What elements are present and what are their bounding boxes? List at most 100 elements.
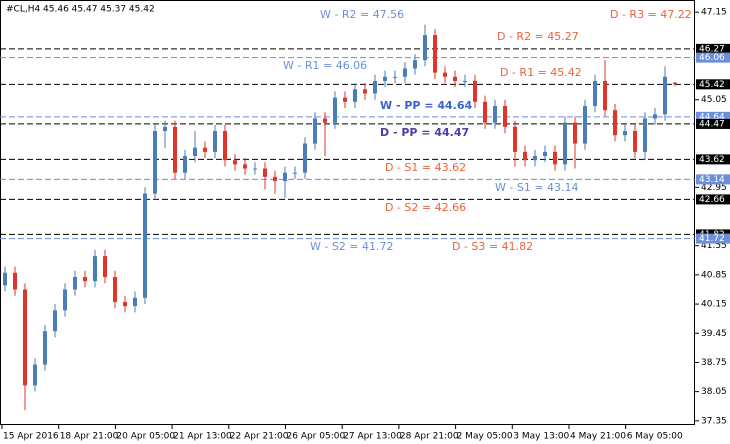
- candle-body: [613, 110, 617, 136]
- level-annotation: D - S3 = 41.82: [452, 240, 533, 253]
- level-tag-label: 43.62: [699, 155, 725, 165]
- candle-body: [43, 331, 47, 365]
- candle-body: [653, 114, 657, 119]
- x-tick-label: 22 Apr 21:00: [230, 432, 289, 442]
- candle-body: [473, 80, 477, 102]
- candle-body: [603, 80, 607, 111]
- candle-body: [93, 256, 97, 282]
- candle-body: [13, 272, 17, 290]
- candle-body: [673, 82, 677, 85]
- level-annotation: W - S1 = 43.14: [495, 181, 579, 194]
- candle-body: [353, 89, 357, 102]
- candle-body: [463, 80, 467, 82]
- y-tick-label: 41.55: [701, 241, 727, 251]
- level-tag-label: 42.66: [699, 195, 725, 205]
- y-tick-label: 38.75: [701, 358, 727, 368]
- candle-body: [373, 80, 377, 94]
- y-tick-label: 39.45: [701, 329, 727, 339]
- x-tick-label: 6 May 05:00: [627, 432, 683, 442]
- y-tick-label: 37.35: [701, 416, 727, 426]
- candle-body: [163, 126, 167, 132]
- candle-body: [663, 76, 667, 115]
- candle-body: [33, 364, 37, 386]
- level-annotation: W - R1 = 46.06: [283, 59, 367, 72]
- candle-body: [533, 156, 537, 161]
- y-tick-label: 45.05: [701, 95, 727, 105]
- candle-body: [453, 76, 457, 81]
- candle-body: [103, 256, 107, 277]
- chart-title: #CL,H4 45.46 45.47 45.37 45.42: [6, 5, 155, 15]
- candle-body: [593, 80, 597, 106]
- candle-body: [23, 289, 27, 386]
- x-tick-label: 28 Apr 21:00: [400, 432, 459, 442]
- y-tick-label: 40.15: [701, 300, 727, 310]
- candle-body: [413, 60, 417, 69]
- candle-body: [203, 147, 207, 152]
- candle-body: [173, 126, 177, 173]
- y-tick-label: 40.85: [701, 270, 727, 280]
- level-tag: [696, 233, 730, 244]
- candle-body: [343, 97, 347, 102]
- level-tag-label: 45.42: [699, 80, 725, 90]
- level-tag-label: 44.64: [699, 112, 725, 122]
- candle-body: [53, 310, 57, 332]
- level-annotation: D - PP = 44.47: [380, 126, 469, 139]
- level-tag: [696, 111, 730, 122]
- candle-body: [283, 172, 287, 182]
- candle-body: [303, 143, 307, 173]
- candle-body: [133, 297, 137, 307]
- level-annotation: D - R1 = 45.42: [500, 66, 582, 79]
- level-annotation: W - R2 = 47.56: [320, 8, 404, 21]
- candle-body: [403, 68, 407, 77]
- x-tick-label: 21 Apr 13:00: [173, 432, 232, 442]
- candle-body: [213, 131, 217, 152]
- candle-body: [553, 151, 557, 165]
- x-tick-label: 4 May 21:00: [570, 432, 626, 442]
- candle-body: [543, 151, 547, 157]
- candle-body: [503, 105, 507, 127]
- level-tag: [696, 174, 730, 185]
- level-tag: [696, 154, 730, 165]
- candle-body: [433, 35, 437, 73]
- candle-body: [223, 131, 227, 161]
- candle-body: [573, 122, 577, 144]
- candle-body: [153, 131, 157, 194]
- candle-body: [563, 122, 567, 165]
- candle-body: [393, 76, 397, 78]
- candle-body: [143, 193, 147, 298]
- candle-body: [263, 168, 267, 177]
- level-annotation: D - R2 = 45.27: [497, 30, 579, 43]
- level-tag-label: 44.47: [699, 119, 725, 129]
- candle-body: [493, 105, 497, 123]
- x-tick-label: 20 Apr 05:00: [116, 432, 175, 442]
- level-annotation: D - R3 = 47.22: [610, 8, 692, 21]
- level-tag: [696, 194, 730, 205]
- x-tick-label: 27 Apr 13:00: [343, 432, 402, 442]
- candle-body: [293, 172, 297, 174]
- y-tick-label: 42.95: [701, 183, 727, 193]
- candle-body: [513, 126, 517, 152]
- x-tick-label: 3 May 13:00: [513, 432, 569, 442]
- level-tag-label: 43.14: [699, 175, 725, 185]
- level-annotation: D - S2 = 42.66: [385, 201, 466, 214]
- candle-body: [113, 276, 117, 302]
- level-annotation: W - S2 = 41.72: [310, 240, 394, 253]
- x-tick-label: 26 Apr 05:00: [287, 432, 346, 442]
- candle-body: [363, 89, 367, 94]
- level-tag-label: 46.27: [699, 44, 725, 54]
- level-annotation: W - PP = 44.64: [380, 99, 472, 112]
- candle-body: [643, 118, 647, 152]
- candle-body: [273, 176, 277, 182]
- x-tick-label: 15 Apr 2016: [3, 432, 59, 442]
- level-tag: [696, 79, 730, 90]
- level-tag: [696, 118, 730, 129]
- candle-body: [523, 151, 527, 161]
- candle-body: [233, 160, 237, 165]
- level-tag-label: 41.72: [699, 234, 725, 244]
- candle-body: [3, 272, 7, 286]
- candle-body: [63, 289, 67, 311]
- x-tick-label: 18 Apr 21:00: [60, 432, 119, 442]
- level-tag-label: 46.06: [699, 53, 725, 63]
